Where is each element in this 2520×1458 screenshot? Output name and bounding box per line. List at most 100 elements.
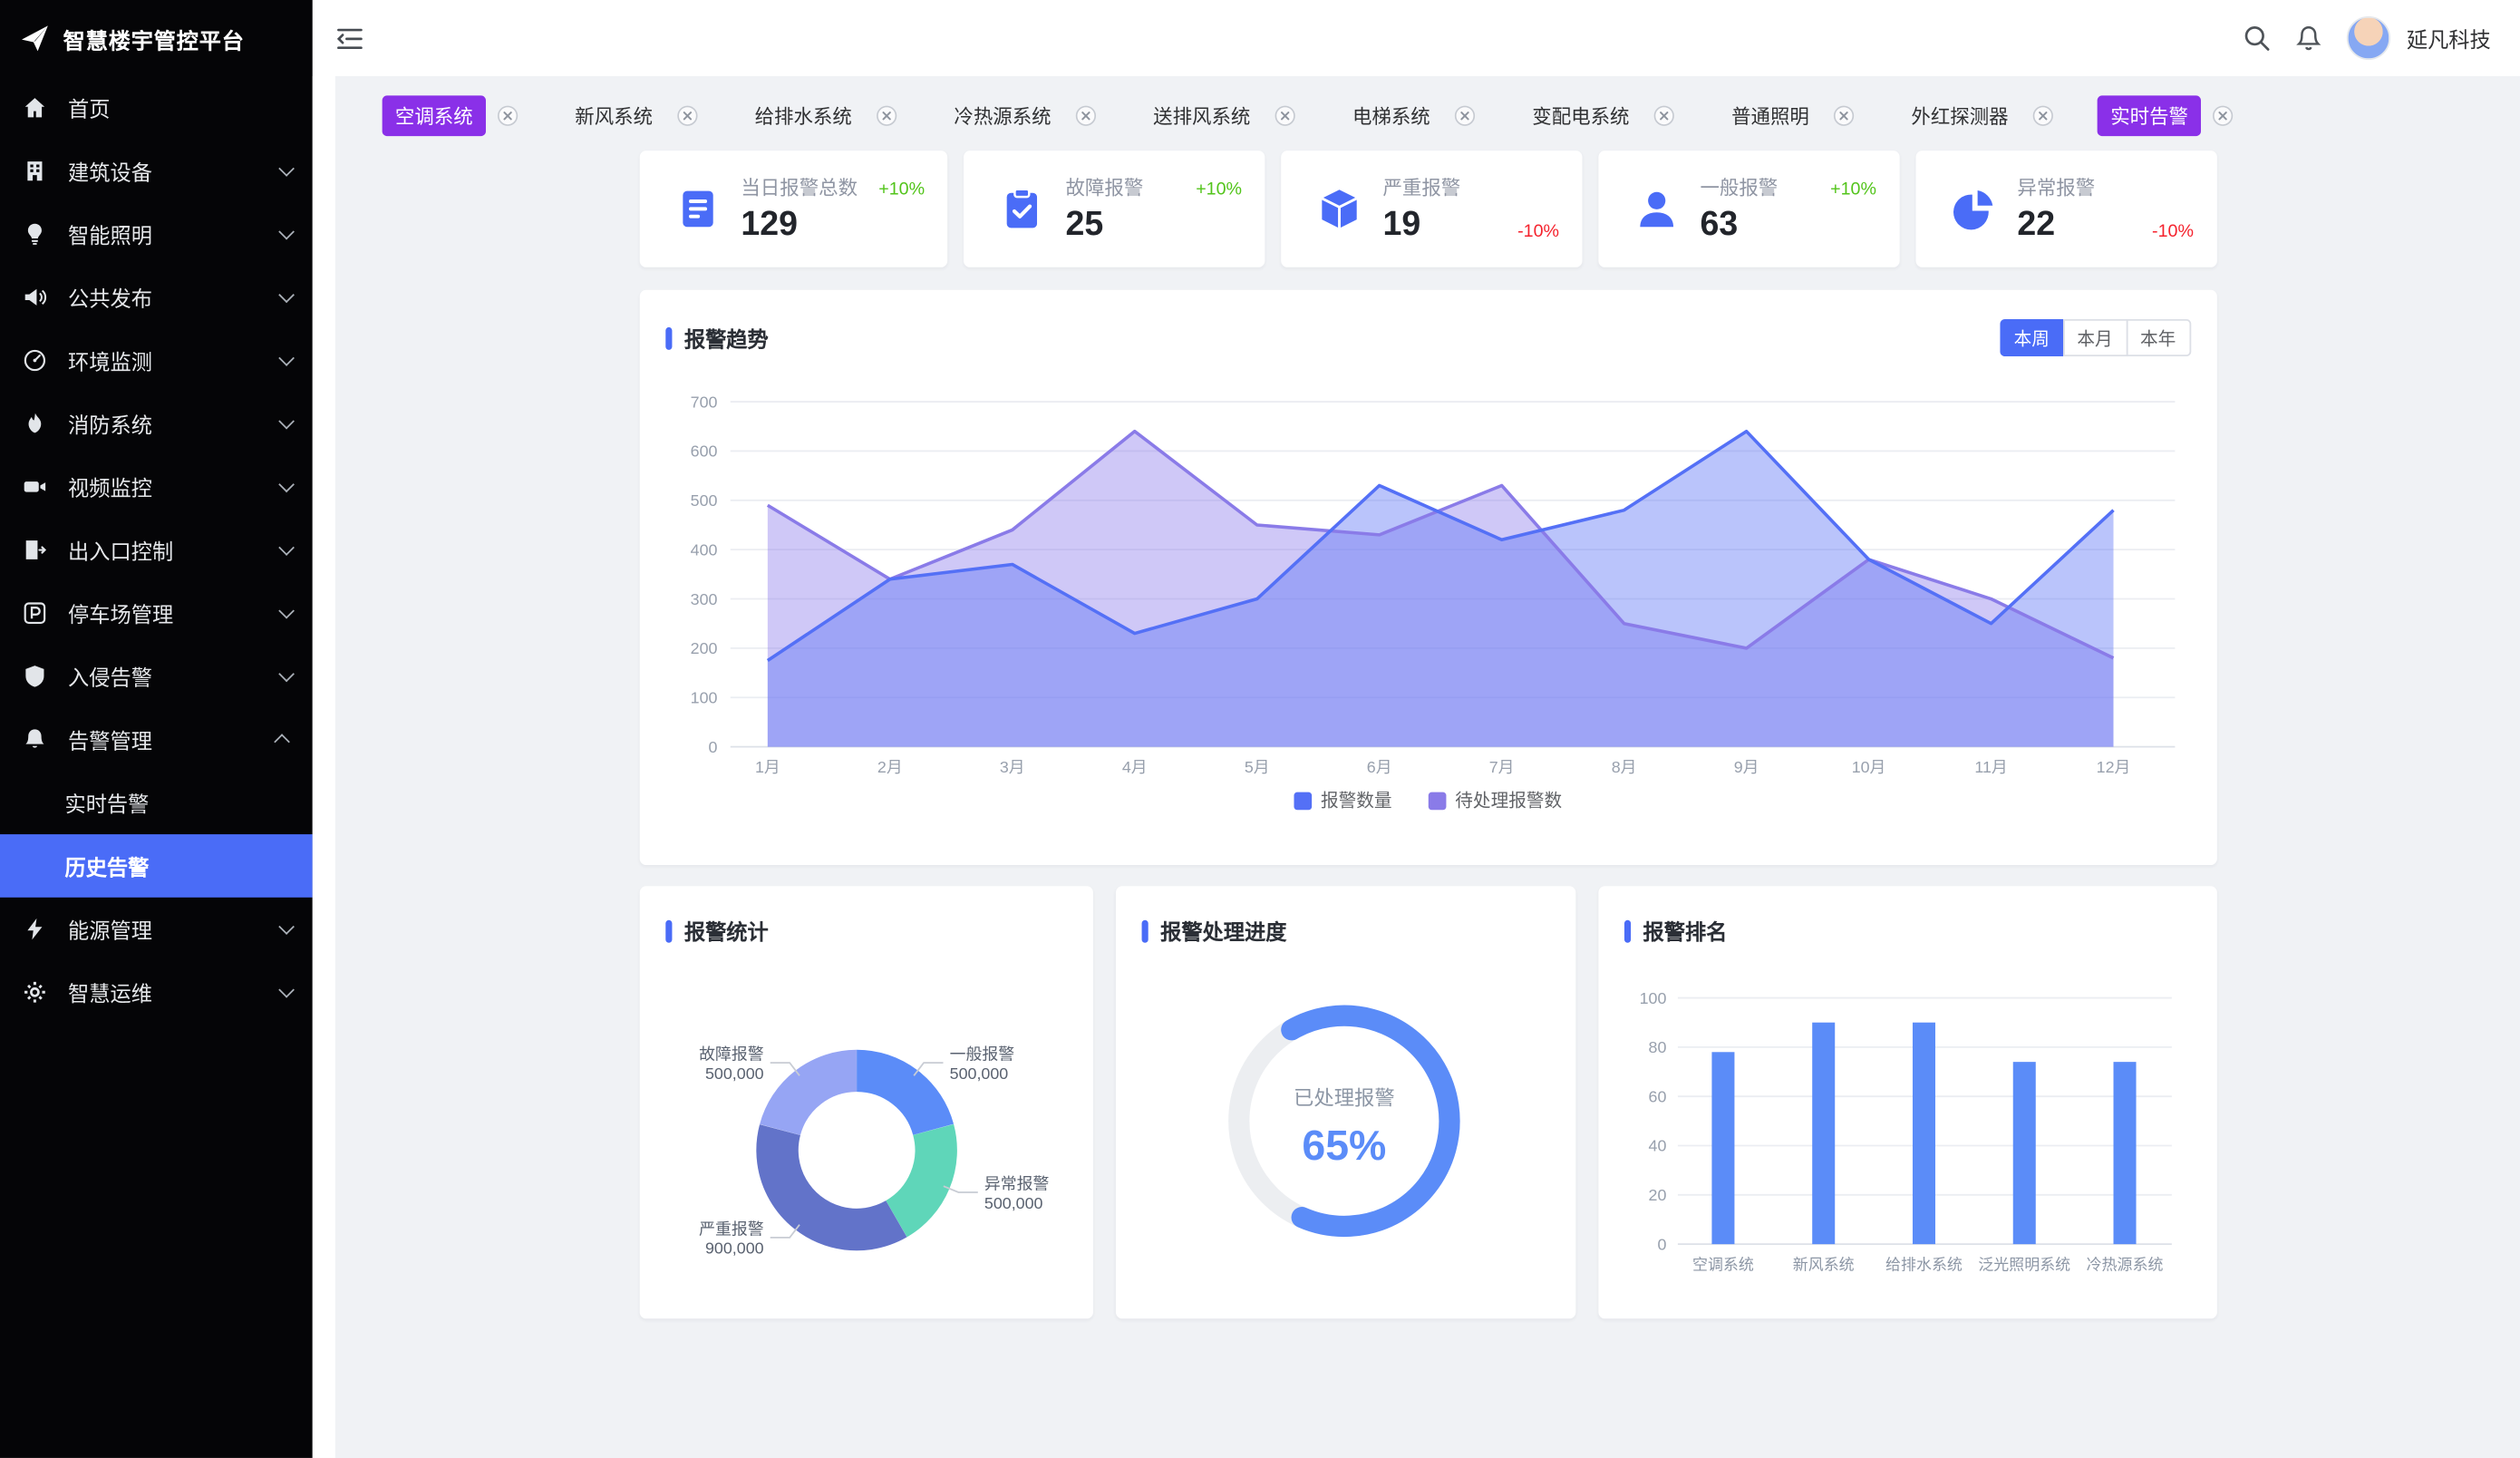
close-icon[interactable] <box>2032 104 2054 125</box>
sidebar-item-label: 环境监测 <box>68 349 152 374</box>
svg-text:0: 0 <box>1657 1235 1666 1253</box>
close-icon[interactable] <box>1075 104 1097 125</box>
svg-text:7月: 7月 <box>1488 758 1514 776</box>
legend-item[interactable]: 待处理报警数 <box>1427 787 1563 813</box>
card-title-marker <box>664 326 672 350</box>
alarm-statistics-head: 报警统计 <box>639 886 1092 946</box>
sidebar: 智慧楼宇管控平台 首页建筑设备智能照明公共发布环境监测消防系统 视频监控 出入口控制… <box>0 0 313 1458</box>
sidebar-item-environment-monitoring[interactable]: 环境监测 <box>0 329 313 393</box>
filter-tag-label: 给排水系统 <box>754 104 852 128</box>
sidebar-item-fire-system[interactable]: 消防系统 <box>0 392 313 455</box>
alarm-ranking-bar-chart: 0 20 40 60 80 100 空调系统 新风系统 给排水系统 泛光照明系统 冷热源系统 <box>1639 989 2171 1274</box>
svg-text:1月: 1月 <box>754 758 780 776</box>
legend-label: 待处理报警数 <box>1455 792 1563 812</box>
filter-tag[interactable]: 新风系统 <box>562 95 698 136</box>
svg-text:给排水系统: 给排水系统 <box>1885 1257 1962 1274</box>
search-icon[interactable] <box>2243 24 2270 52</box>
svg-text:故障报警: 故障报警 <box>698 1045 763 1064</box>
stat-card: 故障报警 25 +10% <box>963 151 1265 267</box>
card-title-marker <box>664 919 672 942</box>
clipboard-icon <box>999 186 1044 231</box>
sidebar-item-label: 首页 <box>68 97 111 122</box>
svg-text:500,000: 500,000 <box>949 1064 1008 1083</box>
legend-swatch <box>1427 791 1446 810</box>
alarm-progress-ring-chart: 已处理报警 65% <box>1227 1005 1459 1238</box>
stat-text: 异常报警 22 <box>2017 173 2095 245</box>
close-icon[interactable] <box>677 104 698 125</box>
access-icon <box>23 537 49 563</box>
stat-card: 当日报警总数 129 +10% <box>638 151 948 267</box>
legend-item[interactable]: 报警数量 <box>1293 787 1392 813</box>
stat-value: 19 <box>1382 205 1421 243</box>
chevron-down-icon <box>278 223 295 240</box>
close-icon[interactable] <box>1834 104 1855 125</box>
close-icon[interactable] <box>877 104 897 125</box>
close-icon[interactable] <box>1275 104 1295 125</box>
sidebar-collapse-icon[interactable] <box>335 25 364 52</box>
filter-tag[interactable]: 空调系统 <box>382 94 519 136</box>
close-icon[interactable] <box>1653 104 1675 125</box>
sidebar-subitem-realtime-alarm[interactable]: 实时告警 <box>0 771 313 834</box>
chevron-down-icon <box>278 981 295 998</box>
box-icon <box>1316 186 1362 231</box>
sidebar-item-smart-ops[interactable]: 智慧运维 <box>0 960 313 1024</box>
sidebar-item-label: 公共发布 <box>68 287 152 312</box>
sidebar-item-label: 停车场管理 <box>68 602 174 627</box>
trend-range-button[interactable]: 本周 <box>1999 318 2065 357</box>
svg-text:冷热源系统: 冷热源系统 <box>2086 1257 2163 1274</box>
svg-text:4月: 4月 <box>1121 758 1147 776</box>
filter-tag[interactable]: 给排水系统 <box>741 95 897 136</box>
bell-icon[interactable] <box>2295 24 2322 52</box>
filter-tag-label: 电梯系统 <box>1352 104 1430 128</box>
filter-tag[interactable]: 变配电系统 <box>1519 95 1675 136</box>
broadcast-icon <box>23 285 49 311</box>
close-icon[interactable] <box>2213 104 2234 125</box>
app-logo: 智慧楼宇管控平台 <box>0 0 313 76</box>
trend-range-button[interactable]: 本月 <box>2062 318 2127 357</box>
sidebar-item-energy-management[interactable]: 能源管理 <box>0 898 313 961</box>
svg-text:异常报警: 异常报警 <box>984 1174 1049 1192</box>
alarm-progress-card: 报警处理进度 已处理报警 65% <box>1115 886 1575 1319</box>
sidebar-item-parking-management[interactable]: 停车场管理 <box>0 581 313 645</box>
ops-icon <box>23 979 49 1006</box>
chevron-up-icon <box>274 734 290 750</box>
close-icon[interactable] <box>1455 104 1476 125</box>
stat-delta: +10% <box>1830 180 1876 199</box>
lighting-icon <box>23 221 49 248</box>
avatar[interactable] <box>2346 15 2390 61</box>
sidebar-menu: 首页建筑设备智能照明公共发布环境监测消防系统 视频监控 出入口控制停车场管理入侵告警… <box>0 76 313 1024</box>
alarm-icon <box>23 726 49 753</box>
sidebar-item-label: 智慧运维 <box>68 981 152 1006</box>
svg-text:2月: 2月 <box>877 758 902 776</box>
filter-tag[interactable]: 电梯系统 <box>1340 95 1476 136</box>
legend-label: 报警数量 <box>1320 792 1392 812</box>
sidebar-item-video-surveillance[interactable]: 视频监控 <box>0 455 313 519</box>
alarm-statistics-donut-chart: 一般报警500,000异常报警500,000严重报警900,000故障报警500… <box>698 1045 1049 1258</box>
sidebar-item-public-broadcast[interactable]: 公共发布 <box>0 266 313 329</box>
trend-range-button[interactable]: 本年 <box>2125 318 2191 357</box>
sidebar-item-home[interactable]: 首页 <box>0 76 313 140</box>
sidebar-item-building-equipment[interactable]: 建筑设备 <box>0 140 313 203</box>
sidebar-subitem-label: 实时告警 <box>64 792 150 817</box>
sidebar-item-intrusion-alarm[interactable]: 入侵告警 <box>0 645 313 708</box>
sidebar-subitem-history-alarm[interactable]: 历史告警 <box>0 834 313 898</box>
sidebar-item-access-control[interactable]: 出入口控制 <box>0 519 313 582</box>
filter-tags-row: 空调系统 新风系统 给排水系统 冷热源系统 送排风系统 电梯系统 变配电系统 普通照明 外红探测… <box>335 94 2520 136</box>
sidebar-item-label: 建筑设备 <box>68 160 152 185</box>
stats-row: 当日报警总数 129 +10% 故障报警 25 +10% 严重报警 19 -10% 一般报警 63 +… <box>638 151 2216 267</box>
svg-text:700: 700 <box>690 393 717 411</box>
close-icon[interactable] <box>498 104 519 125</box>
parking-icon <box>23 600 49 627</box>
sidebar-item-alarm-management[interactable]: 告警管理 <box>0 708 313 772</box>
filter-tag[interactable]: 实时告警 <box>2097 94 2234 136</box>
chevron-down-icon <box>278 476 295 493</box>
alarm-ranking-title: 报警排名 <box>1643 919 1728 945</box>
sidebar-item-smart-lighting[interactable]: 智能照明 <box>0 202 313 266</box>
filter-tag[interactable]: 冷热源系统 <box>941 95 1097 136</box>
svg-text:泛光照明系统: 泛光照明系统 <box>1977 1257 2069 1274</box>
filter-tag[interactable]: 送排风系统 <box>1140 95 1296 136</box>
filter-tag[interactable]: 普通照明 <box>1719 95 1855 136</box>
svg-text:900,000: 900,000 <box>704 1239 763 1258</box>
alarm-ranking-card: 报警排名 0 20 40 60 80 100 空调系统 新风系统 给排水系统 泛光照明系统 冷热源系… <box>1597 886 2216 1319</box>
filter-tag[interactable]: 外红探测器 <box>1898 95 2054 136</box>
